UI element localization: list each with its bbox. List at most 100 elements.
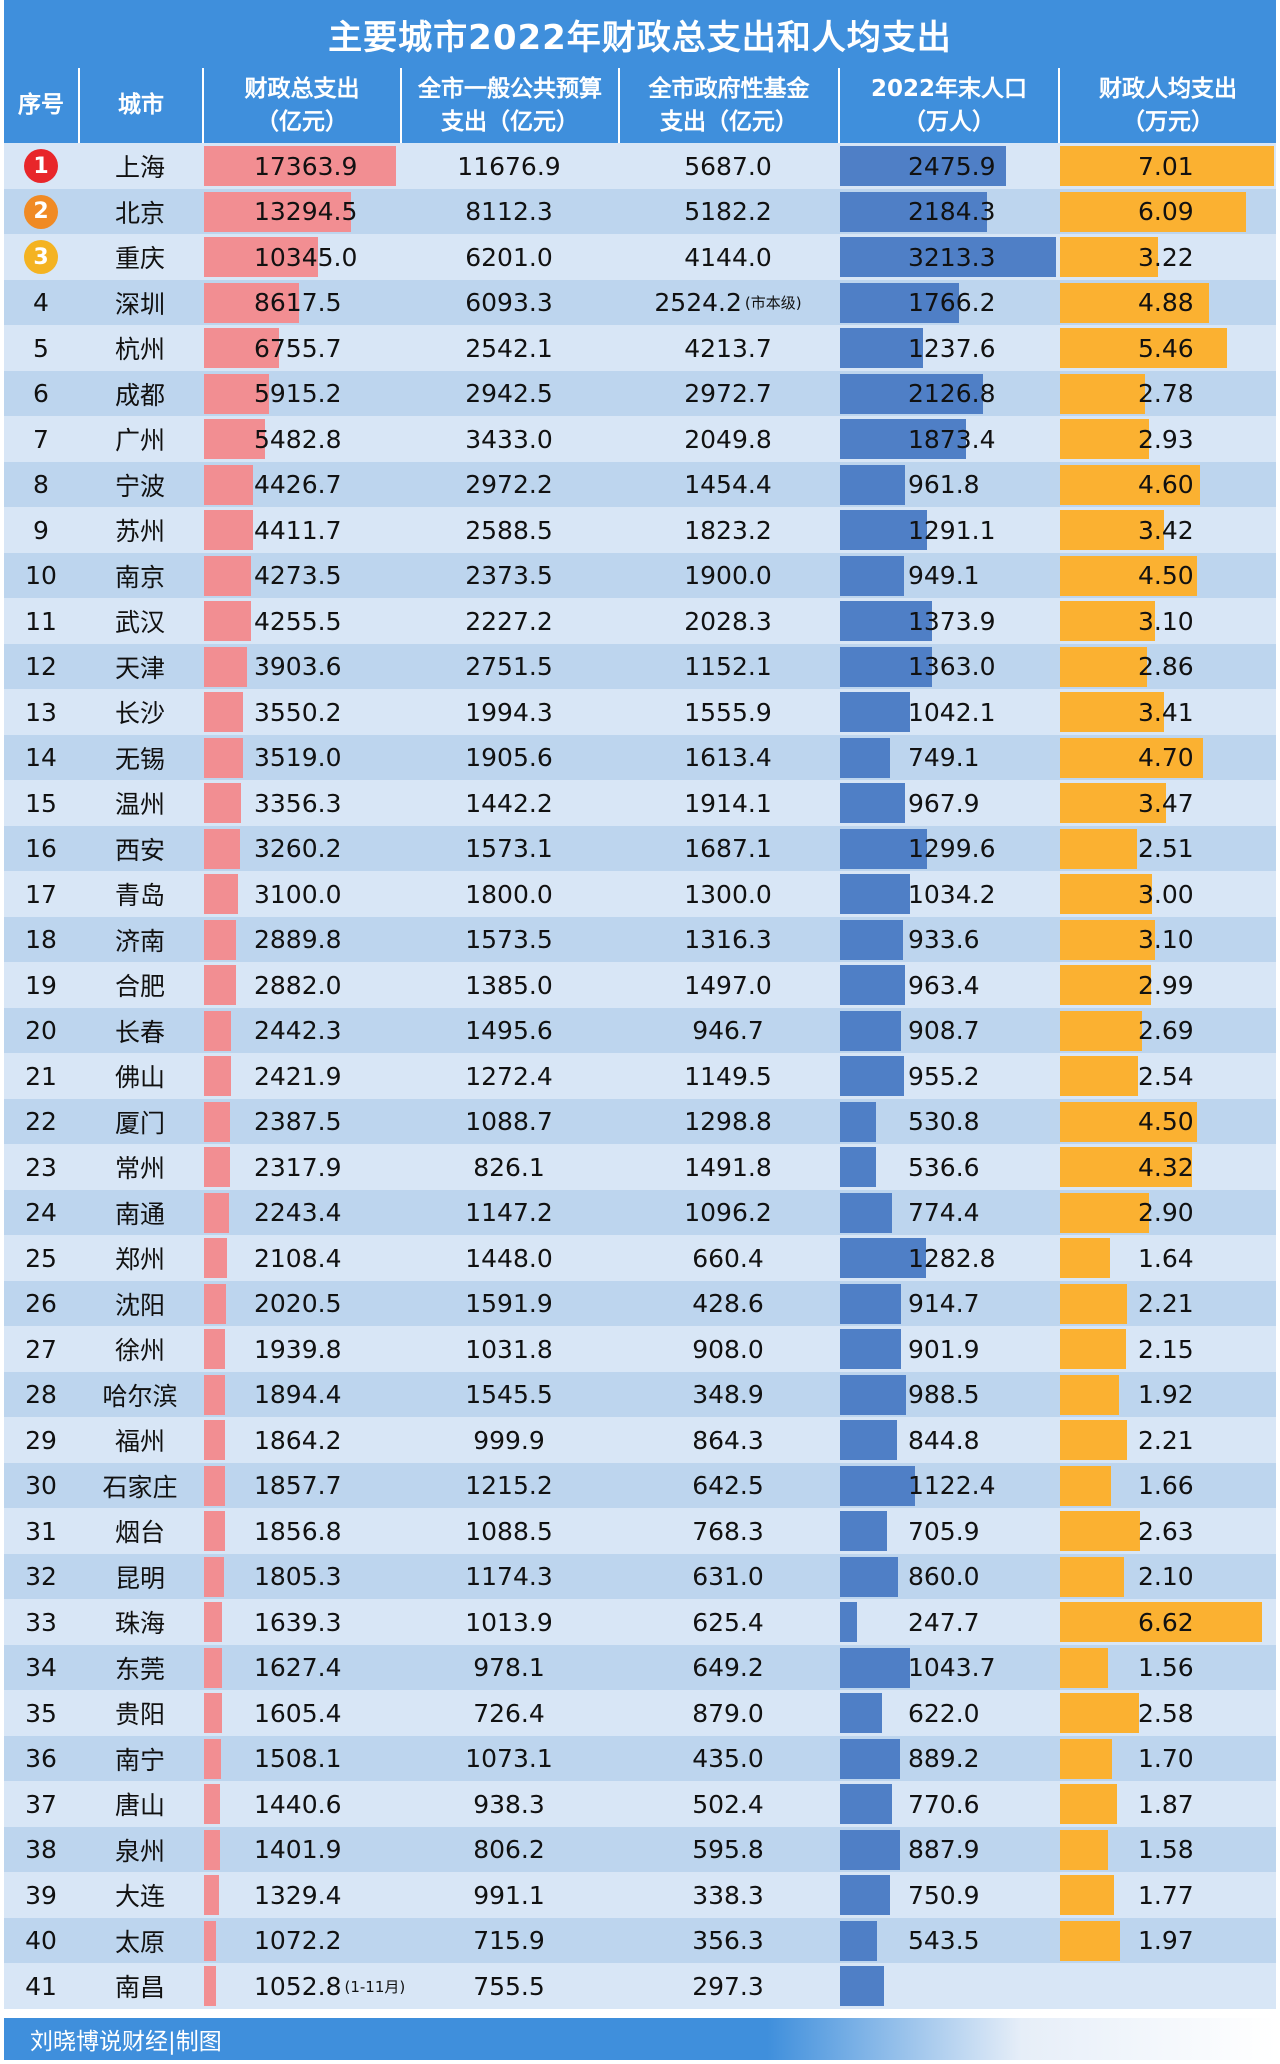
table-row: 9 苏州 4411.7 2588.5 1823.2 1291.1 3.42	[4, 507, 1276, 553]
table-row: 24 南通 2243.4 1147.2 1096.2 774.4 2.90	[4, 1189, 1276, 1236]
total-note: (1-11月)	[344, 1977, 406, 1996]
fund-text: 768.3	[692, 1516, 764, 1546]
fund-cell: 297.3	[618, 1963, 838, 2009]
total-text: 2387.5	[254, 1107, 342, 1136]
total-bar	[204, 1966, 216, 2006]
fund-cell: 625.4	[618, 1599, 838, 1645]
per-capita-bar	[1060, 919, 1155, 960]
fund-cell: 435.0	[618, 1736, 838, 1782]
total-bar	[204, 1511, 225, 1551]
total-value: 4273.5	[254, 553, 341, 599]
total-text: 5915.2	[254, 379, 342, 408]
population-bar	[840, 874, 910, 914]
rank-cell: 23	[25, 1152, 57, 1182]
fund-cell: 946.7	[618, 1008, 838, 1054]
rank-cell: 4	[33, 288, 49, 317]
fund-cell: 502.4	[618, 1781, 838, 1827]
budget-cell: 1448.0	[465, 1243, 553, 1273]
city-cell: 成都	[114, 380, 165, 410]
per-capita-bar	[1060, 191, 1246, 232]
fund-cell: 356.3	[618, 1918, 838, 1964]
rank-cell: 30	[25, 1471, 57, 1500]
rank-cell: 29	[25, 1425, 57, 1455]
fund-text: 1823.2	[684, 515, 772, 545]
per-capita-bar	[1060, 464, 1201, 505]
rank-cell: 13	[25, 697, 57, 727]
fund-text: 502.4	[692, 1789, 764, 1819]
per-capita-bar	[1060, 1192, 1149, 1233]
total-text: 4426.7	[254, 470, 342, 499]
rank-cell: 9	[33, 515, 49, 545]
total-bar	[204, 510, 253, 550]
city-cell: 石家庄	[102, 1472, 178, 1502]
fund-cell: 649.2	[618, 1645, 838, 1691]
per-capita-value: 2.51	[1138, 834, 1194, 863]
fund-text: 428.6	[692, 1289, 764, 1318]
rank-cell: 2	[4, 189, 78, 235]
city-cell: 贵阳	[114, 1700, 165, 1729]
budget-cell: 1031.8	[465, 1334, 553, 1364]
population-value: 1873.4	[908, 424, 996, 454]
per-capita-bar	[1060, 1647, 1108, 1688]
total-value: 1627.4	[254, 1645, 341, 1691]
per-capita-value: 2.78	[1138, 379, 1194, 408]
per-capita-bar	[1060, 828, 1137, 869]
population-value: 933.6	[908, 925, 980, 954]
rank-cell: 11	[25, 606, 57, 636]
budget-cell: 2373.5	[465, 561, 553, 590]
fund-note: (市本级)	[744, 294, 802, 312]
table-row: 14 无锡 3519.0 1905.6 1613.4 749.1 4.70	[4, 734, 1276, 781]
fund-text: 2028.3	[684, 606, 772, 636]
table-row: 39 大连 1329.4 991.1 338.3 750.9 1.77	[4, 1872, 1276, 1918]
table-row: 11 武汉 4255.5 2227.2 2028.3 1373.9 3.10	[4, 598, 1276, 644]
fund-text: 338.3	[692, 1880, 764, 1910]
rank-cell: 3	[4, 234, 78, 280]
per-capita-value: 2.99	[1138, 970, 1194, 1000]
population-value: 967.9	[908, 788, 980, 818]
population-value: 1122.4	[908, 1471, 996, 1500]
population-bar	[840, 1784, 892, 1824]
population-bar	[840, 328, 924, 368]
per-capita-value: 1.97	[1138, 1926, 1194, 1955]
population-bar	[840, 237, 1056, 277]
population-bar	[840, 1920, 877, 1961]
fund-cell: 908.0	[618, 1326, 838, 1372]
total-bar	[204, 1465, 225, 1506]
fund-text: 631.0	[692, 1562, 764, 1591]
per-capita-bar	[1060, 419, 1150, 459]
table-row: 41 南昌 1052.8 (1-11月) 755.5 297.3	[4, 1963, 1276, 2009]
population-bar	[840, 510, 927, 550]
fund-cell: 1900.0	[618, 553, 838, 599]
table-row: 29 福州 1864.2 999.9 864.3 844.8 2.21	[4, 1417, 1276, 1463]
total-value: 1894.4	[254, 1372, 341, 1418]
per-capita-value: 4.88	[1138, 288, 1194, 317]
total-bar	[204, 1693, 222, 1733]
per-capita-bar	[1060, 237, 1159, 277]
city-cell: 南通	[114, 1199, 165, 1229]
table-row: 15 温州 3356.3 1442.2 1914.1 967.9 3.47	[4, 780, 1276, 826]
population-bar	[840, 692, 911, 732]
total-text: 2882.0	[254, 970, 342, 1000]
population-bar	[840, 1465, 916, 1506]
fund-cell: 768.3	[618, 1508, 838, 1554]
per-capita-bar	[1060, 1920, 1121, 1961]
population-value: 1766.2	[908, 288, 996, 317]
total-bar	[204, 1420, 225, 1460]
population-value: 1282.8	[908, 1243, 996, 1273]
rank-cell: 37	[25, 1789, 57, 1819]
table-row: 40 太原 1072.2 715.9 356.3 543.5 1.97	[4, 1917, 1276, 1964]
total-text: 2317.9	[254, 1152, 342, 1182]
city-cell: 烟台	[114, 1518, 165, 1547]
per-capita-value: 1.58	[1138, 1835, 1194, 1864]
total-text: 2020.5	[254, 1289, 342, 1318]
population-bar	[840, 1966, 884, 2006]
table-row: 38 泉州 1401.9 806.2 595.8 887.9 1.58	[4, 1826, 1276, 1873]
table-row: 7 广州 5482.8 3433.0 2049.8 1873.4 2.93	[4, 416, 1276, 462]
per-capita-bar	[1060, 1511, 1141, 1551]
table-row: 23 常州 2317.9 826.1 1491.8 536.6 4.32	[4, 1144, 1276, 1190]
per-capita-bar	[1060, 1283, 1128, 1324]
fund-text: 4144.0	[684, 242, 772, 272]
fund-text: 1316.3	[684, 925, 772, 954]
rank-cell: 15	[25, 788, 57, 818]
budget-cell: 8112.3	[465, 197, 553, 226]
